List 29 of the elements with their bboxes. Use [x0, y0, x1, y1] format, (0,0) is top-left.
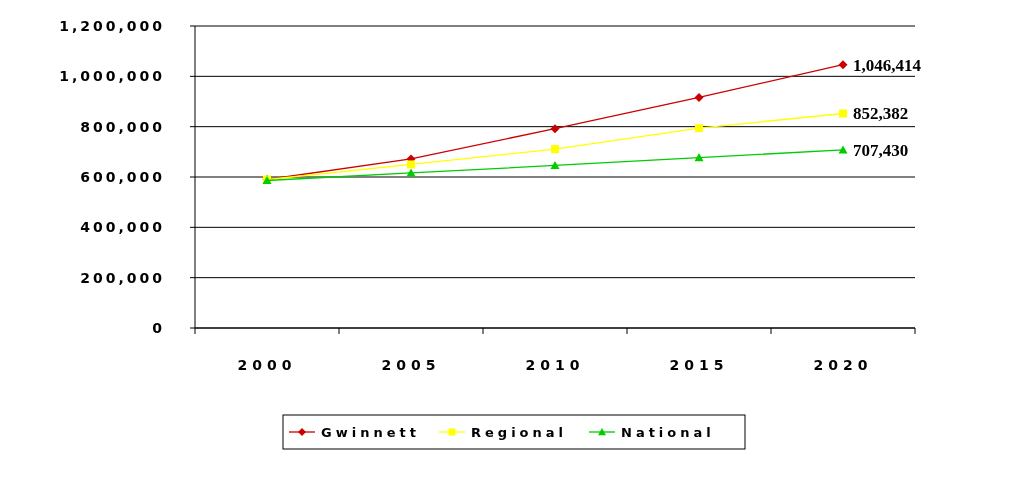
legend-label: National	[621, 425, 715, 440]
point	[550, 124, 560, 134]
point	[838, 145, 848, 154]
point	[551, 145, 559, 154]
x-tick-label: 2000	[237, 357, 297, 373]
y-tick-label: 200,000	[80, 269, 165, 286]
x-tick-label: 2005	[381, 357, 441, 373]
y-tick-label: 800,000	[80, 118, 165, 135]
y-tick-label: 400,000	[80, 219, 165, 236]
point	[406, 168, 416, 177]
y-tick-label: 1,200,000	[59, 18, 165, 34]
point	[695, 124, 703, 133]
point	[550, 160, 560, 170]
data-label: 707,430	[853, 140, 909, 160]
point	[694, 92, 704, 102]
x-tick-label: 2020	[813, 357, 873, 373]
point	[407, 160, 415, 169]
point	[839, 109, 847, 118]
data-label: 852,382	[853, 104, 909, 124]
point	[838, 60, 848, 70]
point	[694, 153, 704, 162]
y-tick-label: 1,000,000	[59, 68, 165, 85]
x-tick-label: 2010	[525, 357, 585, 373]
data-label: 1,046,414	[853, 55, 922, 75]
legend-label: Regional	[471, 425, 568, 440]
y-tick-label: 0	[152, 320, 165, 336]
y-tick-label: 600,000	[80, 169, 165, 185]
x-tick-label: 2015	[669, 357, 729, 373]
legend-label: Gwinnett	[321, 425, 420, 440]
